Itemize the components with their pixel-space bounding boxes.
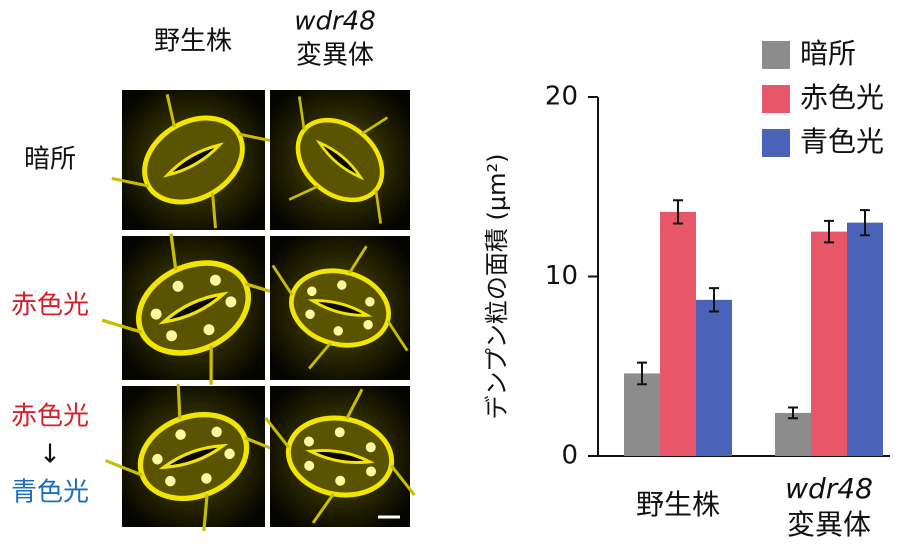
chloroplast <box>363 319 373 330</box>
chloroplast <box>201 473 212 484</box>
chloroplast <box>224 448 235 460</box>
micrograph <box>101 233 286 385</box>
micrograph <box>270 236 410 380</box>
bar <box>775 412 811 456</box>
error-bar <box>824 219 834 244</box>
chloroplast <box>365 297 375 307</box>
row-label: 赤色光 <box>11 291 89 321</box>
cell-wall <box>264 388 416 524</box>
legend-swatch <box>762 85 790 113</box>
stoma <box>288 96 389 224</box>
stoma <box>271 245 409 370</box>
stoma <box>111 94 276 229</box>
y-axis-label: デンプン粒の面積 (μm²) <box>483 154 511 420</box>
chloroplast <box>334 427 345 438</box>
error-bar <box>637 361 647 386</box>
stoma <box>105 383 282 532</box>
legend-label: 暗所 <box>800 37 856 70</box>
chloroplast <box>150 308 162 320</box>
row-label: ↓ <box>39 440 61 470</box>
y-tick-label: 0 <box>561 441 578 471</box>
chloroplast <box>307 286 317 297</box>
chloroplast <box>305 309 315 319</box>
cell-wall <box>105 383 282 532</box>
stoma-pore <box>305 449 375 464</box>
row-label: 青色光 <box>11 478 89 508</box>
stoma-pore <box>307 299 373 317</box>
y-tick-label: 20 <box>545 82 578 112</box>
chloroplast <box>165 475 176 487</box>
stoma-pore <box>162 142 225 178</box>
column-label: 変異体 <box>296 41 374 71</box>
chloroplast <box>303 436 314 447</box>
stoma-pore <box>315 139 365 181</box>
bar <box>624 373 660 456</box>
micrograph <box>270 90 410 230</box>
x-tick-label: 変異体 <box>787 508 871 541</box>
chloroplast <box>209 274 221 286</box>
row-label: 赤色光 <box>11 402 89 432</box>
error-bar <box>673 199 683 225</box>
chloroplast <box>172 280 184 292</box>
chloroplast <box>337 280 347 290</box>
micrograph <box>105 383 282 532</box>
chloroplast <box>365 442 376 453</box>
chloroplast <box>366 466 377 477</box>
bar <box>847 222 883 456</box>
micrograph <box>264 386 416 527</box>
cell-wall <box>111 94 276 229</box>
x-tick-label: wdr48 <box>785 472 873 505</box>
stoma-pore <box>158 443 229 470</box>
legend-label: 赤色光 <box>800 81 884 114</box>
legend-swatch <box>762 41 790 69</box>
chloroplast <box>304 460 315 471</box>
cell-wall <box>101 233 286 385</box>
chloroplast <box>166 330 178 342</box>
micrograph <box>111 90 276 230</box>
x-tick-label: 野生株 <box>636 488 720 521</box>
chloroplast <box>225 296 237 308</box>
bar <box>696 299 732 456</box>
error-bar <box>709 287 719 313</box>
chloroplast <box>211 426 222 438</box>
stoma <box>264 388 416 524</box>
bar <box>660 211 696 456</box>
chloroplast <box>335 475 346 486</box>
cell-wall <box>271 245 409 370</box>
error-bar <box>860 209 870 237</box>
stoma <box>101 233 286 385</box>
chloroplast <box>152 453 163 465</box>
column-label: wdr48 <box>294 7 376 37</box>
row-label: 暗所 <box>24 145 76 175</box>
legend-swatch <box>762 129 790 157</box>
bar <box>811 231 847 456</box>
error-bar <box>788 406 798 420</box>
cell-wall <box>288 96 389 224</box>
legend-label: 青色光 <box>800 125 884 158</box>
chloroplast <box>203 324 215 336</box>
chloroplast <box>333 326 343 336</box>
y-tick-label: 10 <box>545 261 578 291</box>
chloroplast <box>175 429 186 440</box>
column-label: 野生株 <box>154 27 232 57</box>
